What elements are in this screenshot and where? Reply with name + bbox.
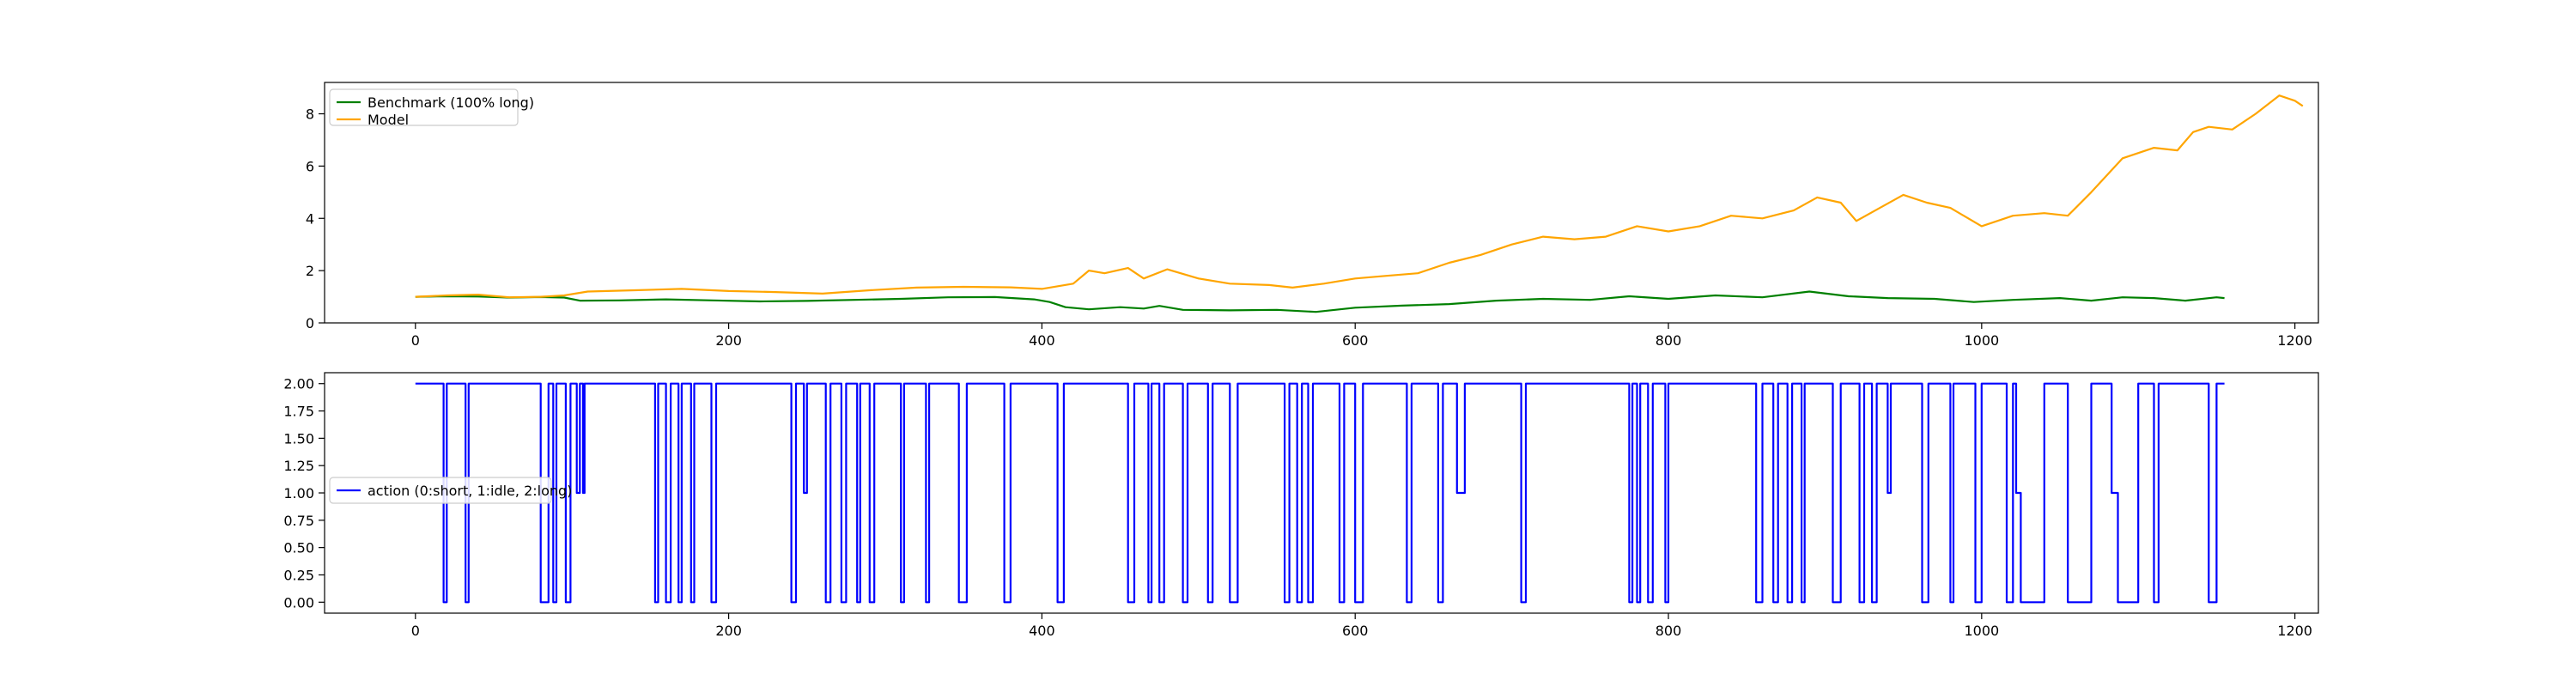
y-tick-label: 1.00 — [283, 485, 314, 502]
legend-label: Benchmark (100% long) — [368, 94, 534, 111]
legend: action (0:short, 1:idle, 2:long) — [329, 477, 572, 504]
x-tick-label: 1000 — [1964, 623, 1999, 639]
y-tick-label: 0.25 — [283, 567, 314, 583]
legend: Benchmark (100% long)Model — [329, 88, 534, 128]
bottom-chart-panel: 0 200 400 600 800 1000 1200 0.00 0.25 0.50 0.75 1.0… — [283, 372, 2319, 639]
x-tick-label: 200 — [715, 332, 742, 349]
y-tick-label: 4 — [306, 210, 314, 227]
y-tick-label: 8 — [306, 106, 314, 123]
x-tick-label: 800 — [1656, 623, 1682, 639]
series-line-bottom-0 — [415, 382, 2225, 604]
series-line-top-1 — [415, 94, 2304, 299]
y-tick-label: 1.50 — [283, 430, 314, 447]
series-line-top-0 — [415, 290, 2225, 313]
y-tick-label: 2 — [306, 263, 314, 279]
legend-label: action (0:short, 1:idle, 2:long) — [368, 483, 572, 499]
y-tick-label: 1.25 — [283, 458, 314, 474]
y-tick-label: 0.75 — [283, 513, 314, 529]
y-tick-label: 0.50 — [283, 540, 314, 556]
y-tick-label: 2.00 — [283, 376, 314, 392]
x-tick-label: 400 — [1029, 332, 1055, 349]
x-tick-label: 1200 — [2277, 332, 2312, 349]
x-tick-label: 800 — [1656, 332, 1682, 349]
plot-frame — [324, 82, 2319, 324]
top-chart-panel: 0 200 400 600 800 1000 1200 0 2 4 6 8 Benchmark (100… — [306, 82, 2319, 349]
y-tick-label: 6 — [306, 158, 314, 174]
x-tick-label: 0 — [411, 623, 420, 639]
x-tick-label: 600 — [1342, 332, 1369, 349]
x-tick-label: 1000 — [1964, 332, 1999, 349]
y-tick-label: 0.00 — [283, 594, 314, 611]
x-tick-label: 200 — [715, 623, 742, 639]
x-tick-label: 400 — [1029, 623, 1055, 639]
legend-label: Model — [368, 112, 409, 128]
x-tick-label: 1200 — [2277, 623, 2312, 639]
y-tick-label: 1.75 — [283, 404, 314, 420]
x-tick-label: 0 — [411, 332, 420, 349]
x-tick-label: 600 — [1342, 623, 1369, 639]
y-tick-label: 0 — [306, 315, 314, 331]
